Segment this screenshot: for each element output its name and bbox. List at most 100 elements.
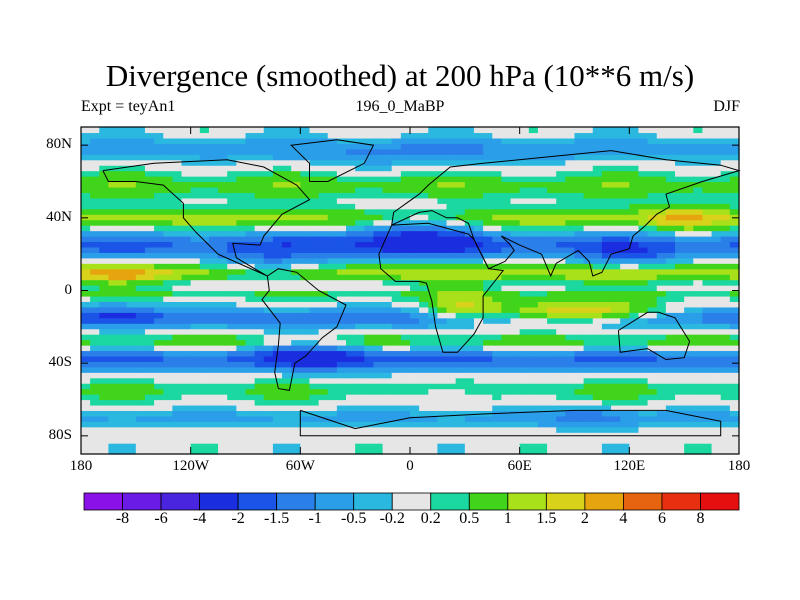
field-cell — [665, 410, 676, 417]
field-cell — [355, 192, 365, 199]
field-cell — [163, 252, 173, 259]
field-cell — [492, 127, 502, 134]
field-cell — [382, 312, 393, 319]
field-cell — [300, 377, 311, 384]
field-cell — [90, 252, 100, 259]
field-cell — [501, 148, 512, 155]
field-cell — [99, 404, 110, 411]
field-cell — [556, 203, 566, 210]
field-cell — [437, 214, 448, 221]
field-cell — [464, 328, 475, 335]
field-cell — [309, 268, 320, 275]
field-cell — [510, 345, 521, 352]
field-cell — [126, 421, 137, 428]
field-cell — [364, 246, 375, 253]
field-cell — [611, 388, 621, 395]
field-cell — [711, 241, 722, 248]
field-cell — [81, 203, 91, 210]
field-cell — [400, 263, 411, 270]
field-cell — [355, 252, 365, 259]
field-cell — [455, 208, 466, 215]
field-cell — [501, 290, 512, 297]
field-cell — [464, 170, 475, 177]
field-cell — [300, 295, 311, 302]
field-cell — [208, 388, 219, 395]
field-cell — [117, 355, 128, 362]
field-cell — [263, 317, 274, 324]
field-cell — [537, 366, 548, 373]
field-cell — [391, 345, 402, 352]
field-cell — [291, 230, 301, 237]
field-cell — [446, 203, 457, 210]
field-cell — [190, 192, 201, 199]
colorbar-swatch — [700, 492, 740, 511]
field-cell — [309, 312, 320, 319]
field-cell — [464, 192, 475, 199]
field-cell — [108, 285, 119, 292]
field-cell — [729, 132, 740, 139]
field-cell — [218, 394, 228, 401]
field-cell — [428, 404, 439, 411]
field-cell — [592, 246, 603, 253]
field-cell — [629, 323, 640, 330]
field-cell — [501, 274, 512, 281]
field-cell — [199, 219, 210, 226]
field-cell — [382, 159, 393, 166]
field-cell — [492, 143, 502, 150]
field-cell — [693, 301, 704, 308]
field-cell — [336, 383, 347, 390]
field-cell — [473, 350, 484, 357]
field-cell — [601, 225, 612, 232]
field-cell — [647, 410, 658, 417]
field-cell — [528, 268, 539, 275]
field-cell — [455, 263, 466, 270]
field-cell — [473, 295, 484, 302]
field-cell — [455, 421, 466, 428]
field-cell — [464, 301, 475, 308]
field-cell — [190, 350, 201, 357]
field-cell — [163, 181, 173, 188]
field-cell — [528, 410, 539, 417]
field-cell — [410, 437, 420, 444]
field-cell — [218, 219, 228, 226]
field-cell — [318, 246, 329, 253]
field-cell — [236, 186, 247, 193]
field-cell — [154, 437, 164, 444]
field-cell — [556, 192, 566, 199]
field-cell — [336, 230, 347, 237]
field-cell — [254, 203, 265, 210]
field-cell — [190, 225, 201, 232]
field-cell — [291, 361, 301, 368]
field-cell — [711, 274, 722, 281]
field-cell — [693, 181, 704, 188]
field-cell — [693, 355, 704, 362]
field-cell — [446, 143, 457, 150]
field-cell — [108, 394, 119, 401]
field-cell — [410, 165, 420, 172]
field-cell — [254, 432, 265, 439]
field-cell — [163, 448, 173, 455]
field-cell — [665, 290, 676, 297]
field-cell — [272, 208, 283, 215]
field-cell — [665, 268, 676, 275]
field-cell — [99, 301, 110, 308]
field-cell — [492, 388, 502, 395]
field-cell — [382, 345, 393, 352]
field-cell — [181, 225, 192, 232]
field-cell — [382, 279, 393, 286]
field-cell — [519, 181, 530, 188]
field-cell — [272, 252, 283, 259]
field-cell — [665, 192, 676, 199]
field-cell — [455, 366, 466, 373]
field-cell — [565, 285, 576, 292]
field-cell — [410, 263, 420, 270]
field-cell — [665, 361, 676, 368]
field-cell — [473, 241, 484, 248]
field-cell — [108, 361, 119, 368]
field-cell — [154, 225, 164, 232]
field-cell — [638, 257, 649, 264]
field-cell — [309, 432, 320, 439]
field-cell — [336, 334, 347, 341]
field-cell — [227, 437, 237, 444]
field-cell — [382, 181, 393, 188]
